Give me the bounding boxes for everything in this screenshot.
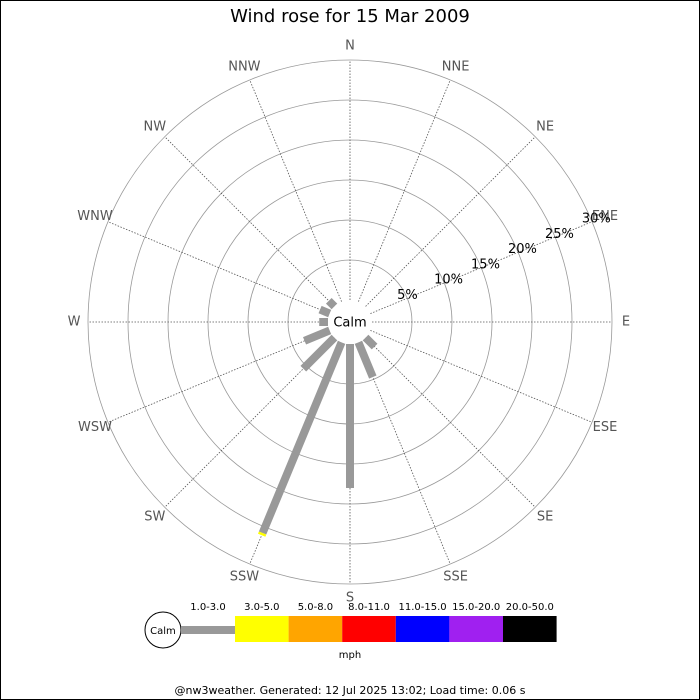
spoke	[370, 330, 593, 423]
ring-label: 15%	[471, 257, 500, 272]
wind-bar	[318, 305, 332, 318]
direction-label: SW	[144, 510, 165, 525]
wind-bar	[362, 334, 378, 350]
ring-label: 30%	[582, 211, 611, 226]
direction-label: WSW	[78, 420, 112, 435]
legend-label: 3.0-5.0	[244, 602, 279, 613]
direction-label: S	[346, 591, 354, 606]
wind-bar	[303, 326, 332, 345]
footer: @nw3weather. Generated: 12 Jul 2025 13:0…	[175, 684, 526, 697]
ring	[87, 59, 613, 585]
spoke	[365, 136, 536, 307]
legend-label: 11.0-15.0	[399, 602, 447, 613]
wind-bar	[258, 340, 346, 535]
spoke	[358, 79, 451, 302]
direction-label: SSW	[230, 569, 260, 584]
direction-label: E	[622, 315, 630, 330]
direction-label: ENE	[592, 209, 618, 224]
legend-swatch	[181, 626, 235, 634]
ring-label: 20%	[508, 242, 537, 257]
ring-label: 25%	[545, 227, 574, 242]
spoke	[107, 221, 330, 314]
direction-label: SSE	[443, 569, 468, 584]
ring-label: 10%	[434, 273, 463, 288]
ring-label: 5%	[397, 288, 418, 303]
direction-label: NNE	[442, 60, 470, 75]
legend-swatch	[288, 616, 343, 642]
direction-label: ESE	[593, 420, 618, 435]
direction-label: NW	[144, 119, 167, 134]
legend-swatch	[395, 616, 450, 642]
legend-label: 1.0-3.0	[190, 602, 225, 613]
wind-bar	[300, 334, 338, 372]
legend-swatch	[235, 616, 289, 642]
chart-title: Wind rose for 15 Mar 2009	[230, 6, 470, 27]
legend-swatch	[342, 616, 396, 642]
spoke	[370, 221, 593, 314]
legend-label: 5.0-8.0	[298, 602, 333, 613]
direction-label: NE	[536, 119, 554, 134]
legend-label: 20.0-50.0	[506, 602, 554, 613]
direction-label: W	[68, 315, 81, 330]
spoke	[164, 136, 335, 307]
wind-bar	[354, 340, 377, 379]
legend-calm-label: Calm	[150, 626, 176, 637]
direction-label: N	[345, 39, 355, 54]
spoke	[107, 330, 330, 423]
legend-label: 8.0-11.0	[348, 602, 390, 613]
legend-swatch	[449, 616, 503, 642]
calm-label: Calm	[333, 316, 366, 331]
wind-bar	[257, 531, 267, 537]
spoke	[365, 337, 536, 508]
legend-unit: mph	[339, 650, 361, 661]
direction-label: NNW	[228, 60, 260, 75]
direction-label: WNW	[77, 209, 113, 224]
wind-bar	[325, 297, 338, 310]
legend-label: 15.0-20.0	[452, 602, 500, 613]
spoke	[249, 79, 342, 302]
direction-label: SE	[537, 510, 553, 525]
spoke	[358, 342, 451, 565]
calm-circle	[328, 300, 372, 344]
legend-swatch	[503, 616, 557, 642]
ring	[127, 99, 573, 545]
